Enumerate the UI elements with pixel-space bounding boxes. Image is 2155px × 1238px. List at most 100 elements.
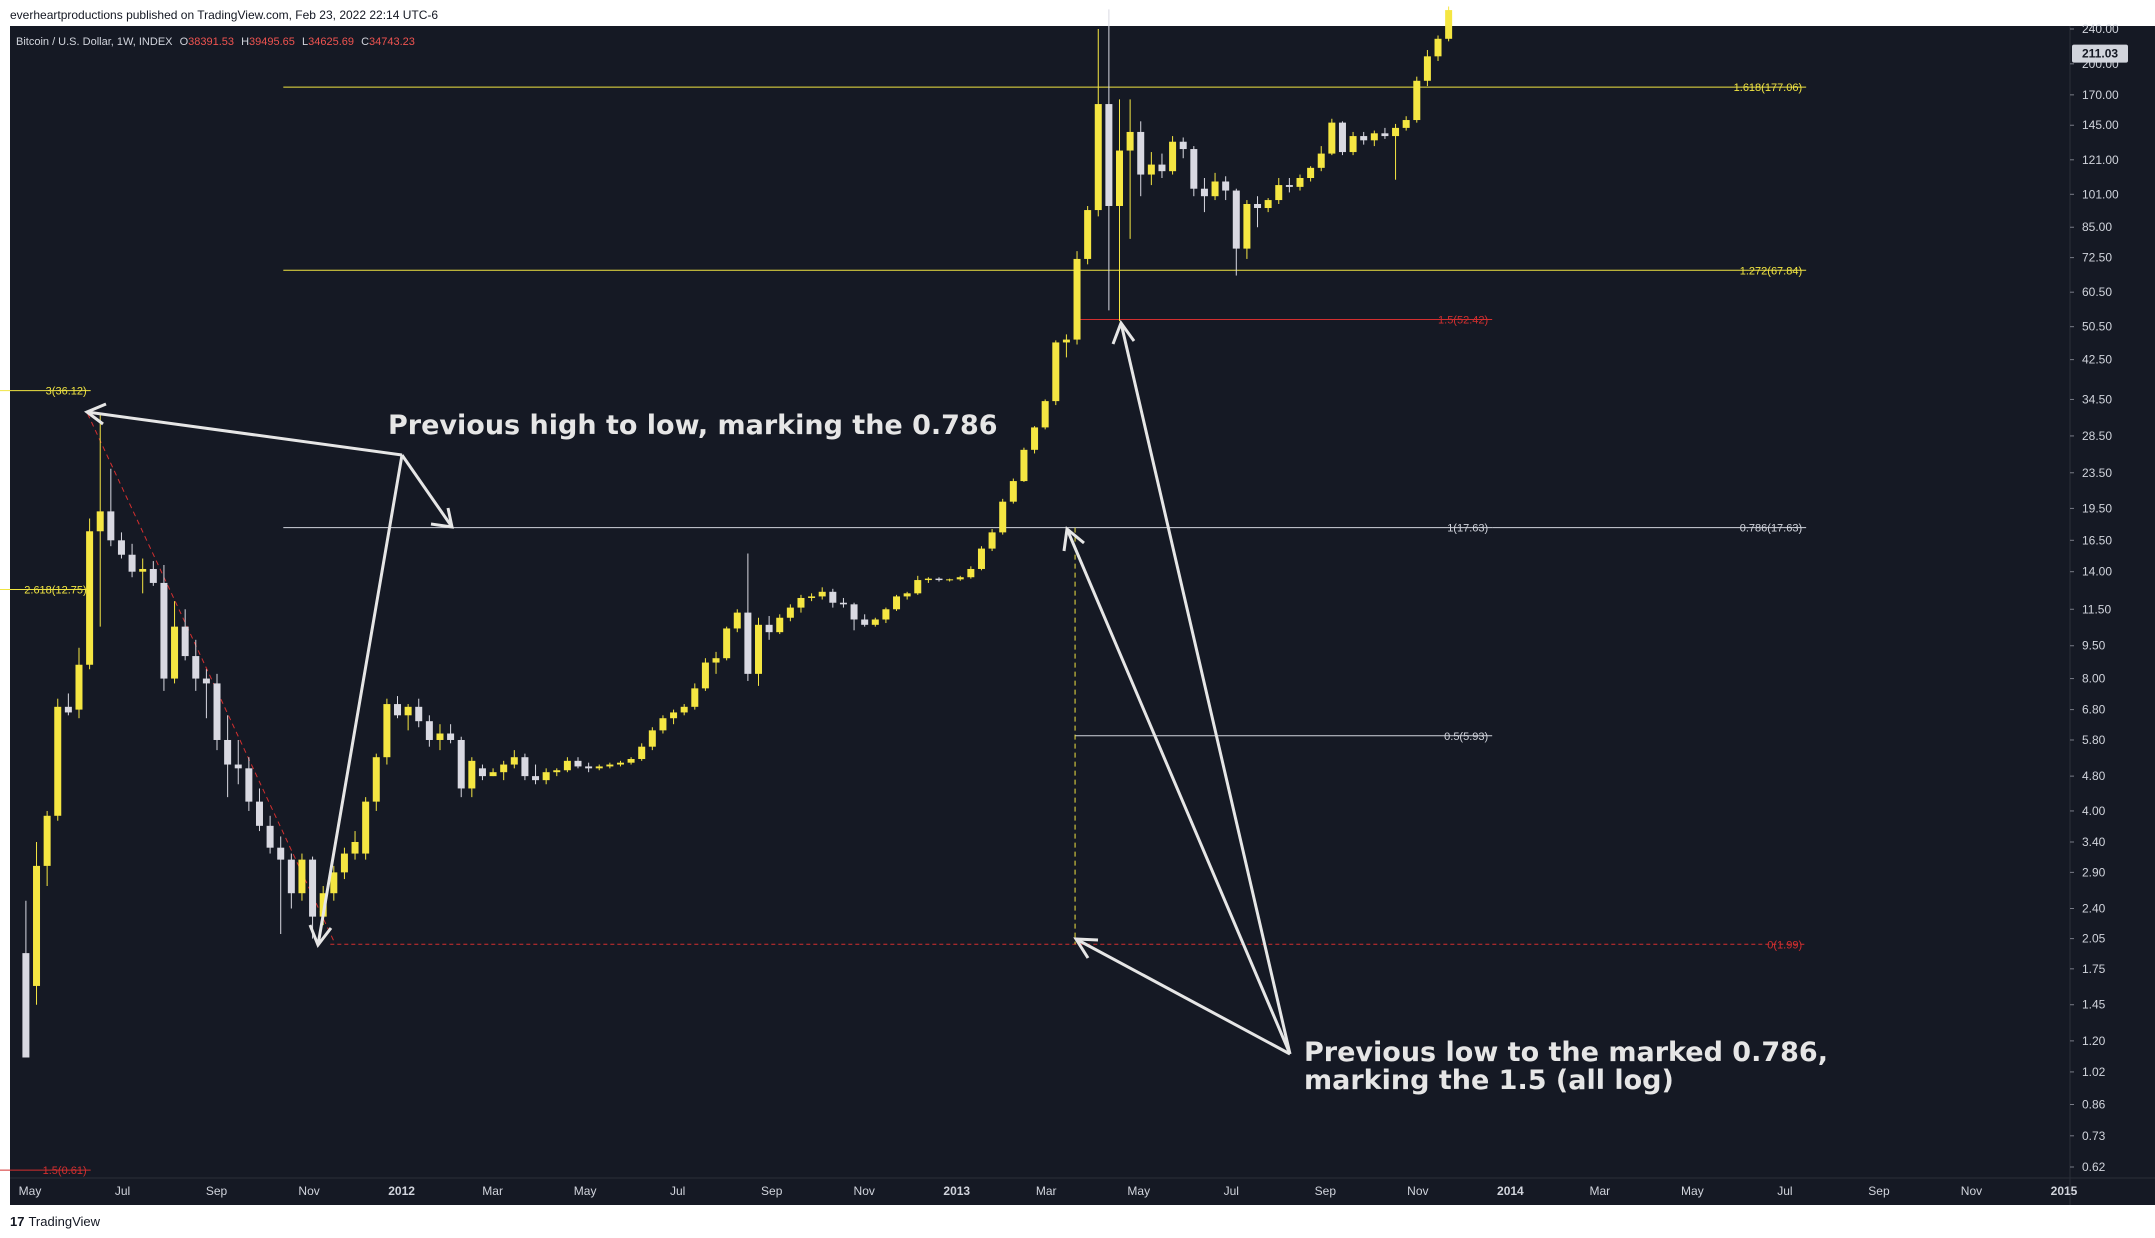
candle-59[interactable] [648,727,656,751]
candle-34[interactable] [383,698,391,765]
candle-91[interactable] [988,529,996,552]
candle-130[interactable] [1402,116,1410,131]
candle-12[interactable] [149,561,157,586]
candle-76[interactable] [829,588,837,608]
candle-19[interactable] [224,715,232,798]
candle-21[interactable] [245,757,253,811]
candle-84[interactable] [914,575,922,595]
annotation-arrows[interactable] [84,319,1292,1056]
candle-112[interactable] [1211,172,1219,201]
candle-71[interactable] [776,614,784,635]
candle-119[interactable] [1285,177,1293,193]
candle-18[interactable] [213,673,221,751]
arrow-to-0786[interactable] [400,454,454,528]
candle-14[interactable] [171,601,179,684]
candle-92[interactable] [999,498,1007,535]
candle-108[interactable] [1169,136,1177,175]
candle-55[interactable] [606,762,614,769]
arrow-to-0786-level[interactable] [1065,528,1292,1055]
candle-96[interactable] [1041,399,1049,430]
candle-86[interactable] [935,577,943,582]
candle-109[interactable] [1179,137,1187,159]
candle-110[interactable] [1190,146,1198,197]
candle-20[interactable] [234,739,242,785]
candle-42[interactable] [468,757,476,798]
candle-73[interactable] [797,594,805,613]
candle-23[interactable] [266,815,274,854]
candle-43[interactable] [478,764,486,781]
candle-87[interactable] [946,578,954,582]
candle-117[interactable] [1264,198,1272,213]
candle-15[interactable] [181,609,189,661]
candle-125[interactable] [1349,131,1357,156]
candle-115[interactable] [1243,200,1251,259]
candle-62[interactable] [680,704,688,716]
candle-81[interactable] [882,607,890,624]
candle-36[interactable] [404,704,412,731]
candle-111[interactable] [1200,177,1208,213]
candle-26[interactable] [298,853,306,901]
candle-57[interactable] [627,757,635,765]
candle-40[interactable] [447,724,455,744]
candle-120[interactable] [1296,174,1304,191]
candle-104[interactable] [1126,99,1134,239]
candle-30[interactable] [340,847,348,880]
candle-44[interactable] [489,768,497,777]
candle-61[interactable] [670,709,678,725]
arrow-to-low[interactable] [316,454,404,946]
candle-24[interactable] [277,836,285,935]
candle-101[interactable] [1094,29,1102,217]
candle-51[interactable] [563,757,571,773]
candle-13[interactable] [160,564,168,691]
arrow-to-15[interactable] [1119,322,1292,1055]
candle-35[interactable] [394,696,402,719]
candle-107[interactable] [1158,153,1166,178]
candle-6[interactable] [86,518,94,670]
candle-68[interactable] [744,553,752,681]
candle-66[interactable] [723,626,731,661]
candle-37[interactable] [415,698,423,728]
candle-70[interactable] [765,616,773,640]
candle-2[interactable] [43,810,51,887]
candle-1[interactable] [33,841,41,1005]
candle-116[interactable] [1254,196,1262,228]
fibonacci-levels[interactable]: 1.618(177.06) 1.272(67.84) 1.5(52.42) 3(36.… [0,82,1807,1177]
candle-100[interactable] [1084,205,1092,265]
candle-3[interactable] [54,698,62,821]
candle-41[interactable] [457,736,465,798]
candle-75[interactable] [818,587,826,600]
candle-31[interactable] [351,831,359,860]
candle-64[interactable] [701,658,709,691]
candle-56[interactable] [616,760,624,767]
candle-33[interactable] [372,753,380,811]
candle-88[interactable] [956,575,964,581]
candle-63[interactable] [691,683,699,710]
candle-74[interactable] [808,593,816,602]
candle-8[interactable] [107,468,115,547]
candle-29[interactable] [330,865,338,901]
candle-39[interactable] [436,724,444,751]
candle-0[interactable] [22,900,30,1058]
candle-106[interactable] [1147,152,1155,186]
candle-122[interactable] [1317,146,1325,172]
candle-79[interactable] [861,614,869,627]
candle-16[interactable] [192,639,200,691]
candle-17[interactable] [202,669,210,719]
candle-47[interactable] [521,753,529,781]
candle-82[interactable] [893,594,901,611]
candle-118[interactable] [1275,177,1283,204]
candle-124[interactable] [1338,121,1346,156]
price-axis-background[interactable] [2070,26,2155,1205]
candle-77[interactable] [839,597,847,608]
candle-32[interactable] [362,797,370,860]
candle-22[interactable] [255,788,263,832]
candle-58[interactable] [638,743,646,761]
candle-27[interactable] [309,856,317,939]
candle-45[interactable] [500,760,508,781]
candle-93[interactable] [1009,478,1017,504]
price-axis[interactable]: 240.00200.00170.00145.00121.00101.0085.0… [2070,22,2119,1174]
arrow-to-zero[interactable] [1075,937,1291,1056]
candle-9[interactable] [117,532,125,559]
candle-48[interactable] [532,764,540,785]
